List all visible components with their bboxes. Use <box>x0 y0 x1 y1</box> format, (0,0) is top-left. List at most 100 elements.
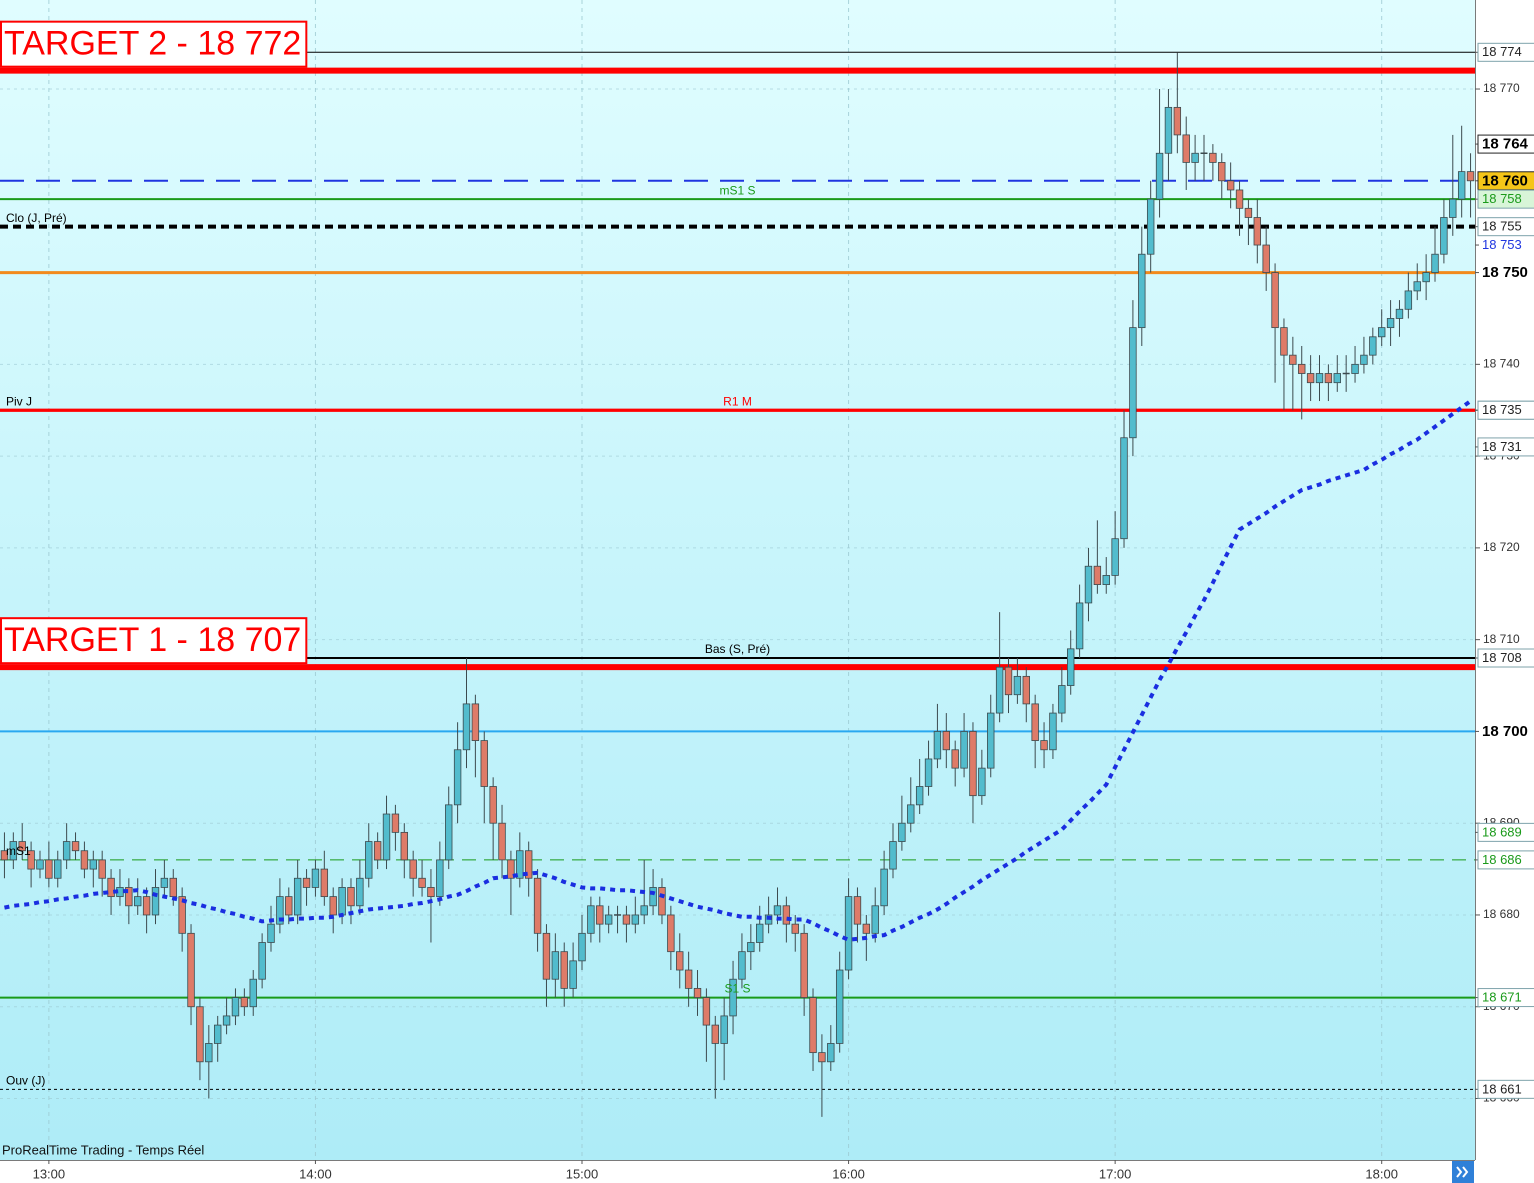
candle-body <box>516 850 524 879</box>
candle-body <box>791 923 799 934</box>
candle-body <box>142 896 151 916</box>
level-label: R1 M <box>723 394 752 408</box>
candle-body <box>1093 565 1102 585</box>
level-label: Clo (J, Pré) <box>6 211 67 225</box>
candle-body <box>1422 272 1430 283</box>
candle-body <box>462 703 471 751</box>
candle-body <box>560 951 568 989</box>
candle-body <box>285 896 293 916</box>
candle-body <box>0 850 9 861</box>
candle-body <box>1004 666 1013 696</box>
candle-body <box>436 859 444 898</box>
candle-body <box>1253 217 1262 246</box>
y-tick-label: 18 710 <box>1483 632 1520 646</box>
scroll-icon[interactable] <box>1456 1166 1469 1178</box>
scroll-button-bg[interactable] <box>1452 1161 1474 1183</box>
candle-body <box>1413 281 1421 292</box>
candle-body <box>1120 437 1128 540</box>
candle-body <box>1298 363 1306 374</box>
candle-body <box>880 868 888 907</box>
candle-body <box>365 841 373 879</box>
price-marker-box <box>1477 42 1534 62</box>
price-marker-box <box>1477 134 1534 154</box>
target-label: TARGET 1 - 18 707 <box>4 621 301 659</box>
price-marker-label: 18 671 <box>1482 990 1522 1005</box>
candle-body <box>498 822 506 861</box>
price-marker-label: 18 764 <box>1482 136 1529 153</box>
x-tick-label: 18:00 <box>1365 1166 1398 1181</box>
price-marker-label: 18 700 <box>1482 723 1528 740</box>
candle-body <box>596 905 604 925</box>
candle-body <box>1058 685 1066 714</box>
candle-body <box>62 841 71 861</box>
candle-body <box>418 877 426 888</box>
candle-body <box>809 997 817 1054</box>
candle-body <box>889 841 897 870</box>
candle-body <box>1431 253 1439 273</box>
candle-body <box>1138 253 1146 329</box>
x-tick-label: 16:00 <box>832 1166 865 1181</box>
candle-body <box>578 932 586 962</box>
candle-body <box>213 1024 222 1044</box>
candle-body <box>187 932 195 1008</box>
candle-body <box>427 887 435 898</box>
candle-body <box>98 859 106 879</box>
price-marker-box <box>1477 648 1534 668</box>
candle-body <box>1164 106 1173 154</box>
candle-body <box>542 932 551 980</box>
candle-body <box>782 905 791 925</box>
candle-body <box>649 887 657 907</box>
candle-body <box>684 969 693 989</box>
candle-body <box>1111 538 1119 576</box>
price-marker-box <box>1477 988 1534 1008</box>
candle-body <box>1271 272 1279 329</box>
candle-body <box>818 1052 826 1063</box>
candle-body <box>800 932 808 998</box>
price-marker-box <box>1477 822 1534 842</box>
candle-body <box>1369 336 1377 356</box>
candle-body <box>987 712 995 769</box>
candle-body <box>222 1015 231 1026</box>
candle-body <box>738 951 746 980</box>
candle-body <box>347 887 355 907</box>
candle-body <box>1129 327 1137 439</box>
scroll-button[interactable] <box>1452 1161 1474 1183</box>
candle-body <box>1040 740 1048 751</box>
price-marker-label: 18 708 <box>1482 650 1522 665</box>
candle-body <box>391 813 400 833</box>
candle-body <box>1457 171 1466 200</box>
x-tick-label: 13:00 <box>33 1166 66 1181</box>
candle-body <box>924 758 933 787</box>
candle-body <box>1182 134 1190 163</box>
candle-body <box>1049 712 1057 751</box>
moving-average <box>4 399 1472 942</box>
candle-body <box>107 877 115 898</box>
candle-body <box>756 923 764 943</box>
candle-body <box>1324 373 1333 384</box>
candle-body <box>1404 290 1413 310</box>
candle-body <box>1067 648 1075 686</box>
candle-body <box>1218 162 1226 182</box>
candle-body <box>1191 152 1199 163</box>
plot-background <box>0 0 1475 1160</box>
candle-body <box>524 850 533 879</box>
candle-body <box>1351 363 1359 374</box>
candle-body <box>693 987 702 998</box>
candle-body <box>134 896 142 907</box>
candle-body <box>729 978 737 1017</box>
target-label: TARGET 2 - 18 772 <box>4 25 301 63</box>
price-marker-label: 18 755 <box>1482 219 1522 234</box>
x-tick-label: 17:00 <box>1099 1166 1132 1181</box>
target-box-frame <box>0 20 308 68</box>
level-label: mS1 <box>6 844 31 858</box>
candle-body <box>862 923 871 934</box>
price-marker-box <box>1477 189 1534 209</box>
candle-body <box>80 850 89 870</box>
candle-body <box>827 1043 835 1063</box>
candle-body <box>1395 308 1404 319</box>
candle-body <box>853 896 862 925</box>
candle-body <box>89 859 97 870</box>
candle-body <box>1084 565 1093 604</box>
